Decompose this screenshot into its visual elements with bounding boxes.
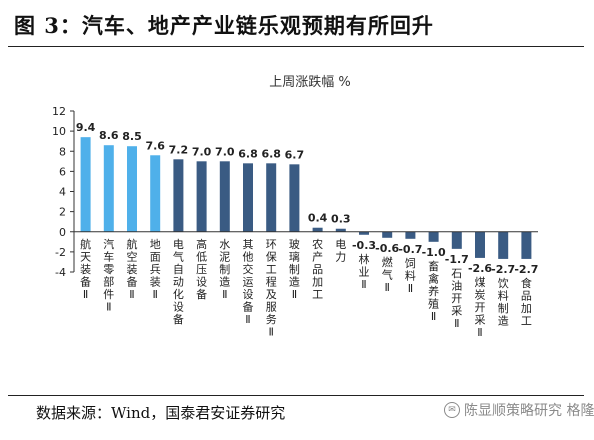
bottom-rule — [8, 395, 584, 396]
bar-chart: 上周涨跌幅 % 9.4 航天装备 Ⅱ 8.6 汽车零部件 Ⅱ 8.5 航空装备 Ⅱ 7.6 地面兵装… — [52, 74, 538, 339]
category-label: 高低压设备 — [196, 237, 207, 301]
data-label: 8.5 — [122, 130, 142, 143]
bar — [266, 163, 277, 232]
figure-title: 图 3：汽车、地产产业链乐观预期有所回升 — [14, 13, 434, 38]
bar — [127, 146, 137, 232]
category-label: 航空装备 Ⅱ — [127, 237, 138, 301]
category-label: 石油开采 Ⅱ — [451, 267, 462, 330]
y-tick-label: 10 — [52, 125, 66, 138]
y-tick-label: 8 — [59, 145, 66, 158]
category-label: 饲料 Ⅱ — [405, 257, 416, 295]
top-rule — [8, 46, 584, 47]
data-label: -1.0 — [422, 246, 446, 259]
y-tick-label: 4 — [59, 186, 66, 199]
data-label: 7.2 — [169, 143, 189, 156]
watermark-text: 陈显顺策略研究 格隆汇 — [464, 403, 594, 419]
data-label: 7.0 — [215, 145, 235, 158]
watermark: ✉ 陈显顺策略研究 格隆汇 — [444, 400, 594, 420]
category-label: 畜禽养殖 Ⅱ — [428, 259, 439, 323]
chart-title: 上周涨跌幅 % — [269, 74, 351, 90]
bar — [150, 155, 161, 232]
data-label: 8.6 — [99, 129, 119, 142]
bar — [80, 137, 91, 232]
data-label: -0.7 — [398, 243, 422, 256]
bar — [382, 231, 393, 238]
bar — [521, 231, 532, 259]
y-tick-label: -2 — [55, 246, 66, 259]
y-tick-label: 0 — [59, 226, 66, 239]
data-label: -0.6 — [375, 242, 399, 255]
bar — [312, 227, 323, 232]
bar — [451, 231, 462, 249]
category-label: 地面兵装 Ⅱ — [150, 238, 161, 301]
category-label: 其他交运设备 Ⅱ — [243, 238, 254, 326]
data-label: 6.8 — [238, 147, 258, 160]
category-label: 农产品加工 — [312, 237, 323, 301]
bar — [428, 231, 439, 242]
category-label: 电力 — [335, 238, 346, 264]
data-label: 6.7 — [285, 148, 305, 161]
bar — [335, 228, 346, 232]
data-label: 7.6 — [145, 139, 165, 152]
category-label: 水泥制造 Ⅱ — [219, 238, 230, 301]
data-label: -2.7 — [491, 263, 515, 276]
source-note: 数据来源：Wind，国泰君安证券研究 — [36, 404, 286, 422]
category-label: 食品加工 — [521, 276, 532, 328]
y-tick-label: 12 — [52, 105, 66, 118]
bar — [289, 164, 300, 232]
bar — [243, 163, 253, 232]
category-label: 燃气 Ⅱ — [382, 255, 393, 294]
data-label: -0.3 — [352, 239, 376, 252]
bar — [405, 231, 416, 239]
y-tick-label: -4 — [55, 266, 66, 279]
bar — [173, 159, 184, 232]
category-label: 林业 Ⅱ — [359, 252, 370, 291]
data-label: 0.3 — [331, 213, 351, 226]
watermark-logo-icon: ✉ — [444, 402, 460, 418]
data-label: 6.8 — [261, 147, 281, 160]
category-label: 电气自动化设备 — [173, 238, 184, 326]
category-label: 航天装备 Ⅱ — [80, 237, 91, 301]
bar — [475, 231, 485, 258]
data-label: -2.7 — [514, 263, 538, 276]
bar — [498, 231, 509, 259]
bar — [219, 161, 230, 232]
data-label: -2.6 — [468, 262, 492, 275]
category-label: 饮料制造 — [498, 277, 509, 328]
category-label: 汽车零部件 Ⅱ — [103, 237, 114, 314]
y-tick-label: 6 — [59, 165, 66, 178]
category-label: 玻璃制造 Ⅱ — [289, 238, 300, 301]
data-label: -1.7 — [445, 253, 469, 266]
data-label: 9.4 — [76, 121, 96, 134]
data-label: 7.0 — [192, 145, 212, 158]
y-tick-label: 2 — [59, 206, 66, 219]
category-label: 煤炭开采 Ⅱ — [475, 276, 486, 339]
data-label: 0.4 — [308, 212, 328, 225]
bar — [359, 231, 369, 235]
bar — [196, 161, 207, 232]
category-label: 环保工程及服务 Ⅱ — [266, 238, 277, 339]
bar — [103, 145, 114, 232]
